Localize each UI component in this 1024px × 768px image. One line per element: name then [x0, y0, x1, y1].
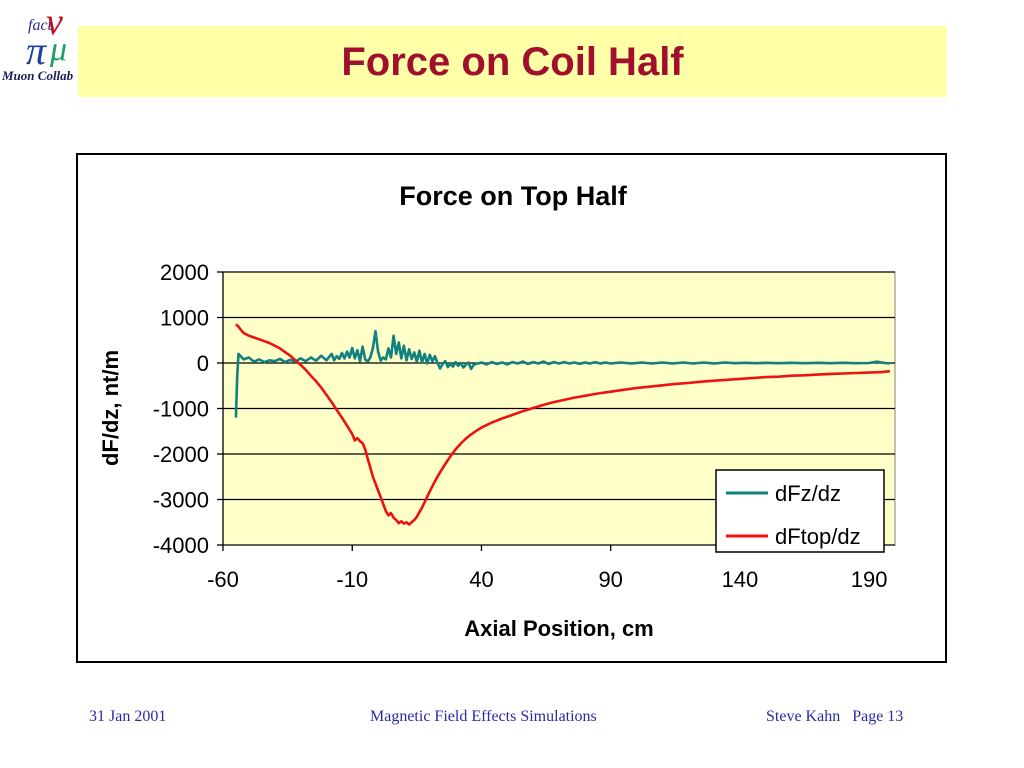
legend-label-dFtop: dFtop/dz [775, 524, 861, 549]
y-tick-label: 1000 [160, 306, 209, 331]
footer-date: 31 Jan 2001 [89, 708, 167, 725]
series-line-dFz [234, 329, 890, 418]
title-bar: Force on Coil Half [78, 26, 947, 97]
x-tick-label: 190 [851, 567, 888, 592]
series-line-dFtop [235, 323, 890, 526]
y-axis-label: dF/dz, nt/m [98, 350, 123, 466]
legend-label-dFz: dFz/dz [775, 481, 841, 506]
x-tick-label: 140 [722, 567, 759, 592]
logo-nu-glyph: ν [46, 1, 63, 43]
chart-title: Force on Top Half [399, 181, 628, 211]
chart-svg: Force on Top Half 2000 1000 0 -1000 -2000 -30… [98, 181, 896, 641]
legend-box [715, 469, 885, 553]
footer-title: Magnetic Field Effects Simulations [370, 708, 597, 725]
x-axis-ticks: -60 -10 40 90 140 190 [207, 545, 888, 592]
x-axis-label: Axial Position, cm [464, 616, 654, 641]
chart-frame: Force on Top Half 2000 1000 0 -1000 -2000 -30… [76, 153, 947, 663]
x-tick-label: -10 [336, 567, 368, 592]
x-tick-label: 90 [598, 567, 622, 592]
legend: dFz/dz dFtop/dz [715, 469, 885, 553]
x-tick-label: -60 [207, 567, 239, 592]
y-tick-label: 2000 [160, 260, 209, 285]
logo: fact ν π μ Muon Collab [0, 0, 80, 90]
footer-author-page: Steve Kahn Page 13 [766, 708, 904, 725]
y-tick-label: -2000 [153, 442, 209, 467]
y-axis-ticks: 2000 1000 0 -1000 -2000 -3000 -4000 [153, 260, 224, 558]
logo-pi-glyph: π [26, 28, 47, 73]
logo-mu-glyph: μ [49, 31, 67, 68]
x-tick-label: 40 [469, 567, 493, 592]
y-tick-label: 0 [197, 351, 209, 376]
y-tick-label: -1000 [153, 397, 209, 422]
series-layer [234, 323, 890, 526]
logo-bottom-text: Muon Collab [1, 68, 74, 83]
logo-top-text: fact [28, 17, 53, 34]
y-tick-label: -4000 [153, 533, 209, 558]
slide-title: Force on Coil Half [341, 40, 684, 84]
y-tick-label: -3000 [153, 488, 209, 513]
